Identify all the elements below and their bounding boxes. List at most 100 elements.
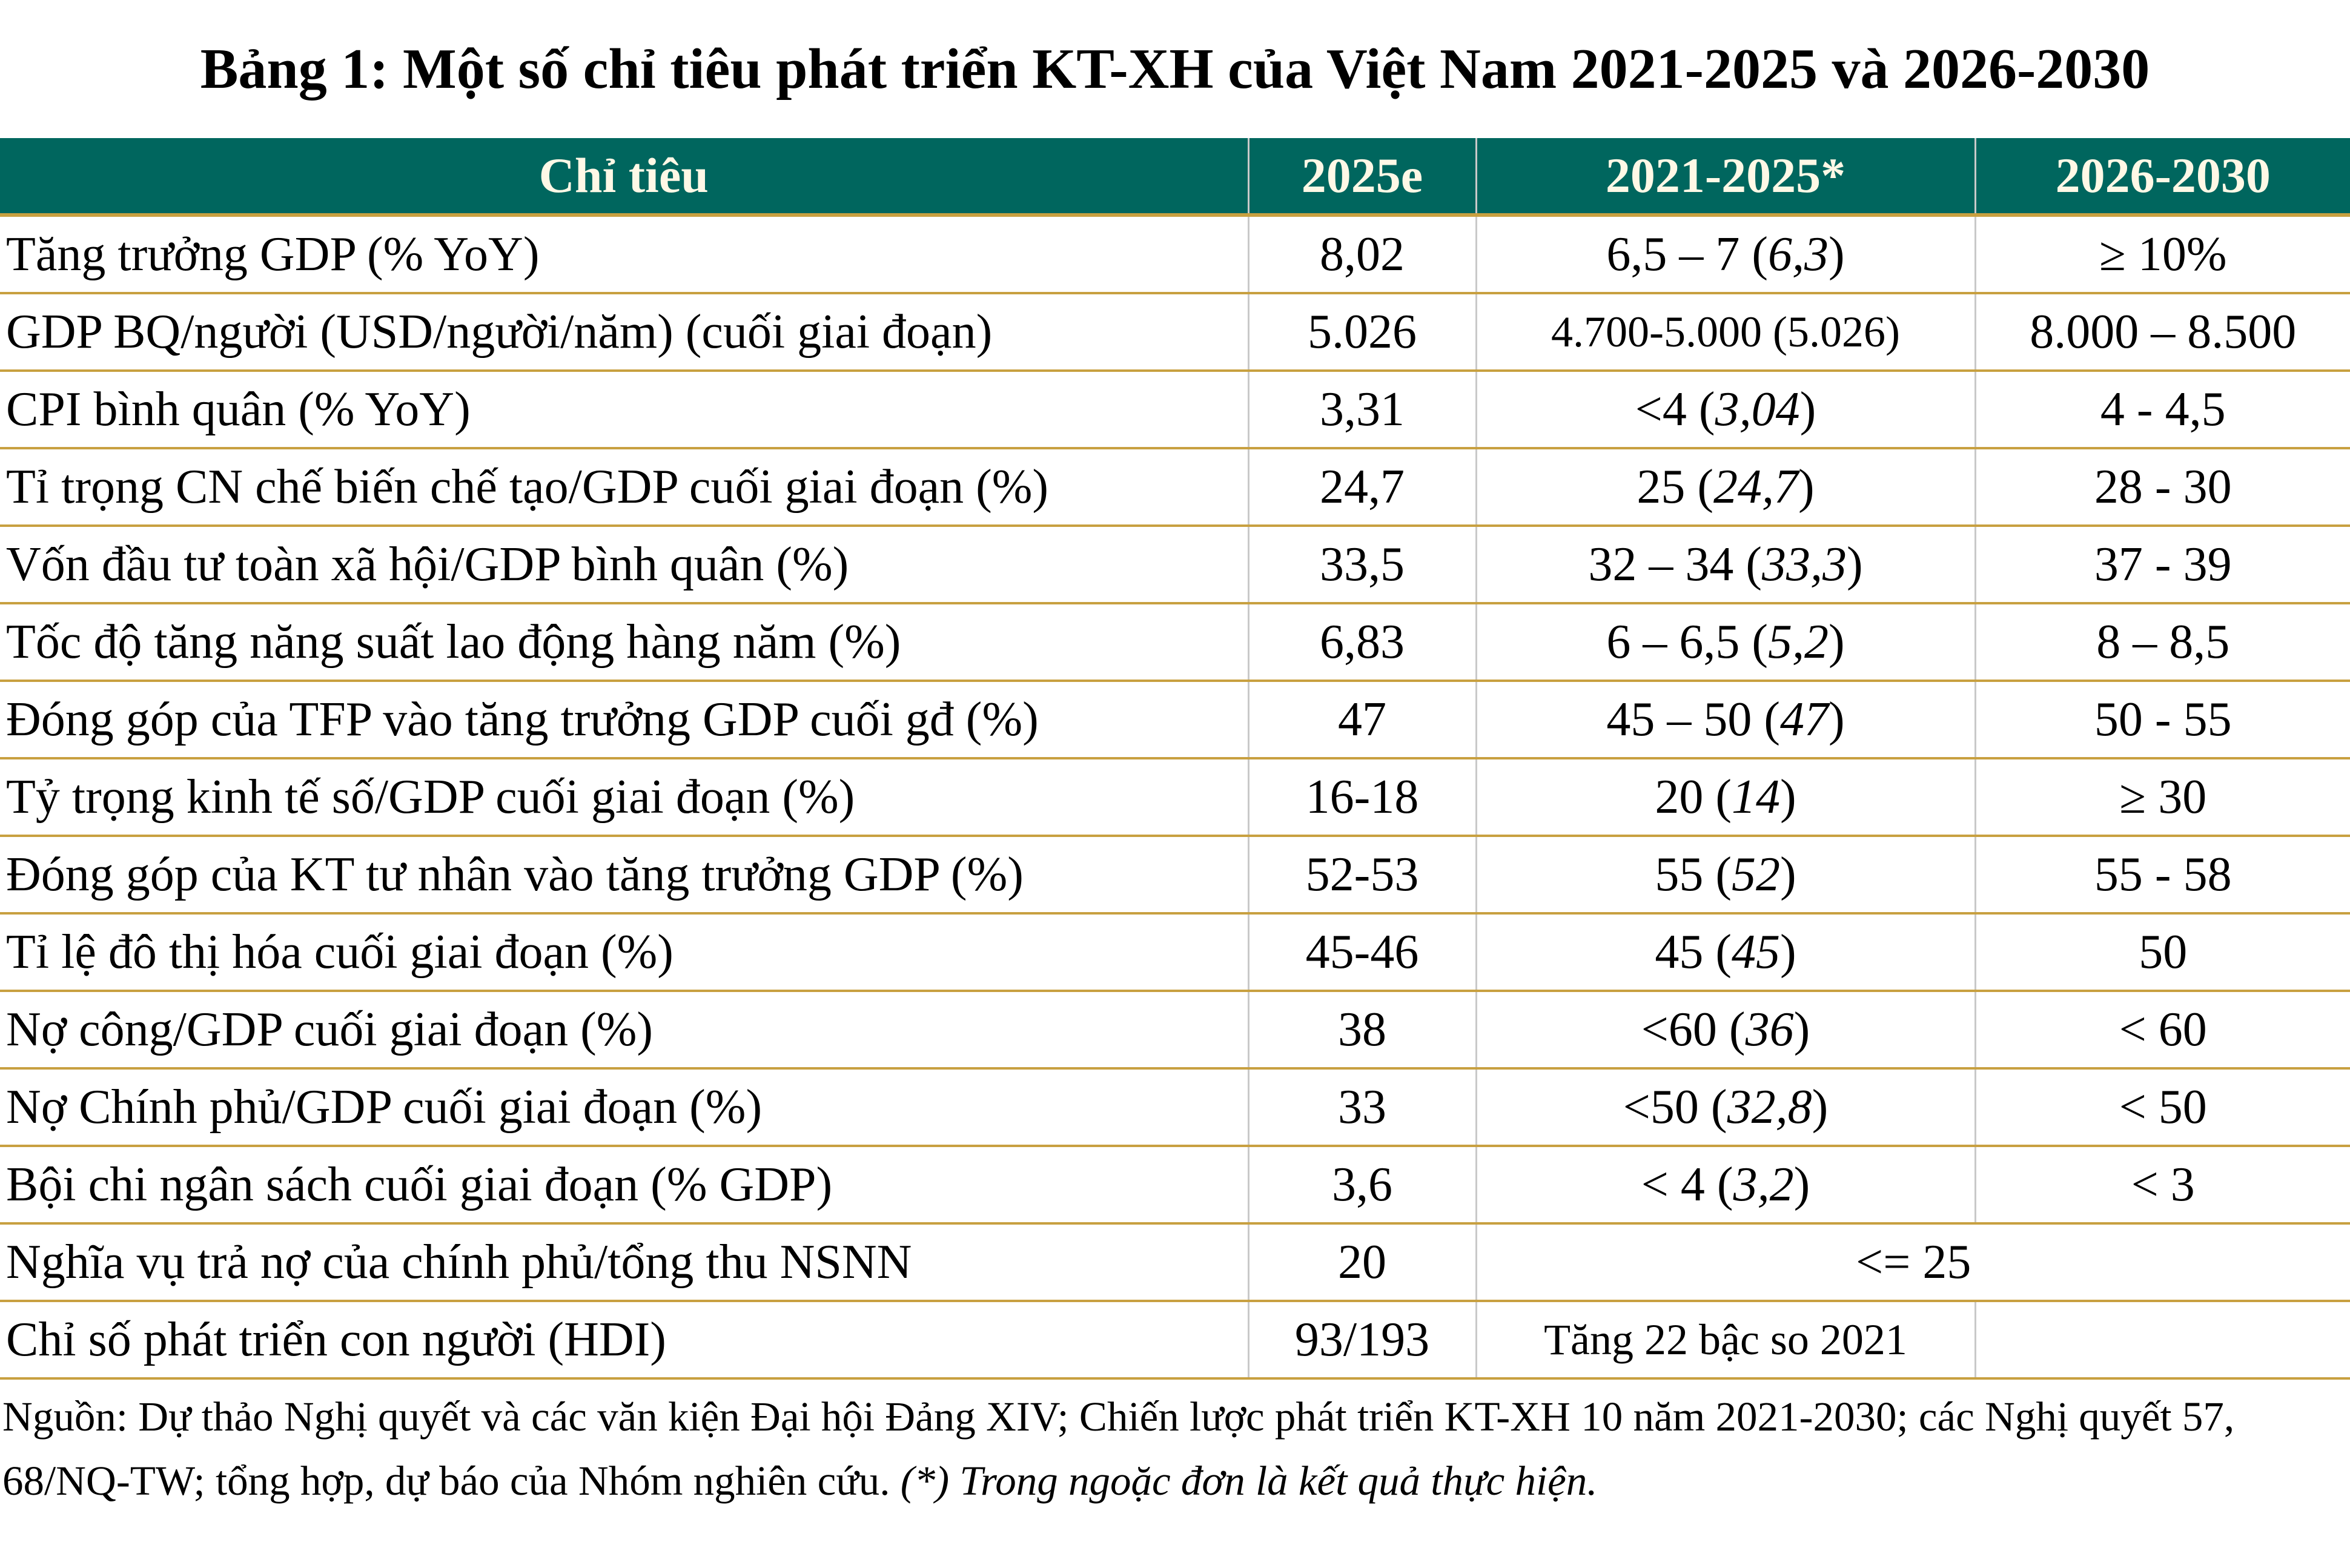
cell-text: 8.000 – 8.500: [2030, 305, 2297, 359]
cell-italic: 45: [1732, 925, 1780, 979]
row-label: GDP BQ/người (USD/người/năm) (cuối giai …: [0, 293, 1248, 372]
cell-text-end: ): [1793, 1157, 1810, 1211]
table-row: Đóng góp của KT tư nhân vào tăng trưởng …: [0, 836, 2350, 915]
table-cell: 8.000 – 8.500: [1974, 293, 2350, 372]
table-cell: 45-46: [1247, 913, 1476, 992]
cell-text: 28 - 30: [2094, 460, 2232, 514]
table-cell: < 60: [1974, 991, 2350, 1070]
table-row: Tỉ trọng CN chế biến chế tạo/GDP cuối gi…: [0, 448, 2350, 527]
cell-text-end: ): [1780, 847, 1796, 901]
cell-text: <4 (: [1635, 382, 1715, 436]
row-label: CPI bình quân (% YoY): [0, 371, 1248, 449]
column-header: 2021-2025*: [1475, 138, 1975, 217]
table-cell: 52-53: [1247, 836, 1476, 915]
column-header: 2025e: [1247, 138, 1476, 217]
cell-text-end: ): [1793, 1002, 1810, 1056]
table-cell: 37 - 39: [1974, 526, 2350, 604]
row-label: Nợ công/GDP cuối giai đoạn (%): [0, 991, 1248, 1070]
row-label: Tốc độ tăng năng suất lao động hàng năm …: [0, 603, 1248, 682]
cell-italic: 6,3: [1768, 227, 1829, 281]
row-label: Tỉ trọng CN chế biến chế tạo/GDP cuối gi…: [0, 448, 1248, 527]
cell-text-end: ): [1812, 1080, 1829, 1134]
row-label: Đóng góp của TFP vào tăng trưởng GDP cuố…: [0, 681, 1248, 759]
cell-text: 45-46: [1305, 925, 1419, 979]
cell-text: < 4 (: [1641, 1157, 1733, 1211]
footnote-note: (*) Trong ngoặc đơn là kết quả thực hiện…: [900, 1458, 1598, 1504]
cell-text: 38: [1338, 1002, 1386, 1056]
table-cell: 33,5: [1247, 526, 1476, 604]
table-cell: <4 (3,04): [1475, 371, 1975, 449]
cell-text: <50 (: [1623, 1080, 1727, 1134]
table-row: Nợ công/GDP cuối giai đoạn (%) 38 <60 (36)…: [0, 991, 2350, 1070]
table-cell: ≥ 10%: [1974, 215, 2350, 294]
cell-text: ≥ 30: [2119, 770, 2207, 824]
cell-text: 45 (: [1655, 925, 1732, 979]
table-body: Tăng trưởng GDP (% YoY) 8,02 6,5 – 7 (6,3)…: [0, 215, 2350, 1380]
footnote-source: Nguồn: Dự thảo Nghị quyết và các văn kiệ…: [2, 1394, 2235, 1504]
row-label: Đóng góp của KT tư nhân vào tăng trưởng …: [0, 836, 1248, 915]
row-label: Nợ Chính phủ/GDP cuối giai đoạn (%): [0, 1068, 1248, 1147]
table-cell: 4.700-5.000 (5.026): [1475, 293, 1975, 372]
table-cell: 33: [1247, 1068, 1476, 1147]
table-cell: 93/193: [1247, 1301, 1476, 1380]
table-cell: < 4 (3,2): [1475, 1146, 1975, 1225]
table-cell: 5.026: [1247, 293, 1476, 372]
column-header: Chỉ tiêu: [0, 138, 1248, 217]
table-cell: 3,6: [1247, 1146, 1476, 1225]
cell-italic: 32,8: [1727, 1080, 1812, 1134]
row-label: Tỉ lệ đô thị hóa cuối giai đoạn (%): [0, 913, 1248, 992]
table-cell: 6 – 6,5 (5,2): [1475, 603, 1975, 682]
table-cell: 8,02: [1247, 215, 1476, 294]
cell-italic: 5,2: [1768, 615, 1829, 669]
cell-italic: 14: [1732, 770, 1780, 824]
table-row: Vốn đầu tư toàn xã hội/GDP bình quân (%)…: [0, 526, 2350, 604]
table-row: Tỷ trọng kinh tế số/GDP cuối giai đoạn (…: [0, 758, 2350, 837]
cell-text-end: ): [1780, 925, 1796, 979]
row-label: Nghĩa vụ trả nợ của chính phủ/tổng thu N…: [0, 1223, 1248, 1302]
cell-text: 52-53: [1305, 847, 1419, 901]
table-cell: 20: [1247, 1223, 1476, 1302]
cell-text: 8 – 8,5: [2096, 615, 2230, 669]
header-row: Chỉ tiêu 2025e 2021-2025* 2026-2030: [0, 138, 2350, 217]
table-cell: 24,7: [1247, 448, 1476, 527]
cell-text: 3,31: [1320, 382, 1405, 436]
column-header: 2026-2030: [1974, 138, 2350, 217]
table-cell: 50: [1974, 913, 2350, 992]
table-cell: <60 (36): [1475, 991, 1975, 1070]
cell-text: Tăng 22 bậc so 2021: [1544, 1315, 1907, 1364]
cell-italic: 3,2: [1733, 1157, 1794, 1211]
table-cell: 55 (52): [1475, 836, 1975, 915]
cell-text: 50: [2139, 925, 2188, 979]
footnote: Nguồn: Dự thảo Nghị quyết và các văn kiệ…: [0, 1380, 2350, 1513]
table-cell: ≥ 30: [1974, 758, 2350, 837]
table-cell: 47: [1247, 681, 1476, 759]
empty-cell: [1974, 1301, 2350, 1380]
cell-text: 4.700-5.000 (5.026): [1551, 307, 1900, 356]
cell-text: 6,83: [1320, 615, 1405, 669]
cell-text: 6 – 6,5 (: [1606, 615, 1768, 669]
table-cell: 28 - 30: [1974, 448, 2350, 527]
table-row: Chỉ số phát triển con người (HDI) 93/193 T…: [0, 1301, 2350, 1380]
table-row: Tỉ lệ đô thị hóa cuối giai đoạn (%) 45-46…: [0, 913, 2350, 992]
cell-text: 93/193: [1294, 1312, 1430, 1366]
cell-text: 6,5 – 7 (: [1606, 227, 1768, 281]
table-row: Đóng góp của TFP vào tăng trưởng GDP cuố…: [0, 681, 2350, 759]
table-row: Nghĩa vụ trả nợ của chính phủ/tổng thu N…: [0, 1223, 2350, 1302]
cell-text-end: ): [1780, 770, 1796, 824]
table-cell: Tăng 22 bậc so 2021: [1475, 1301, 1975, 1380]
cell-text: 45 – 50 (: [1606, 692, 1780, 746]
cell-text: ≥ 10%: [2099, 227, 2227, 281]
row-label: Tăng trưởng GDP (% YoY): [0, 215, 1248, 294]
cell-text: 20: [1338, 1235, 1386, 1289]
table-row: Nợ Chính phủ/GDP cuối giai đoạn (%) 33 <50…: [0, 1068, 2350, 1147]
cell-italic: 52: [1732, 847, 1780, 901]
cell-text-end: ): [1829, 692, 1845, 746]
cell-italic: 36: [1745, 1002, 1794, 1056]
cell-text: 20 (: [1655, 770, 1732, 824]
cell-text: <60 (: [1641, 1002, 1746, 1056]
cell-text-end: ): [1799, 382, 1816, 436]
cell-text: 33: [1338, 1080, 1386, 1134]
table-cell: 16-18: [1247, 758, 1476, 837]
